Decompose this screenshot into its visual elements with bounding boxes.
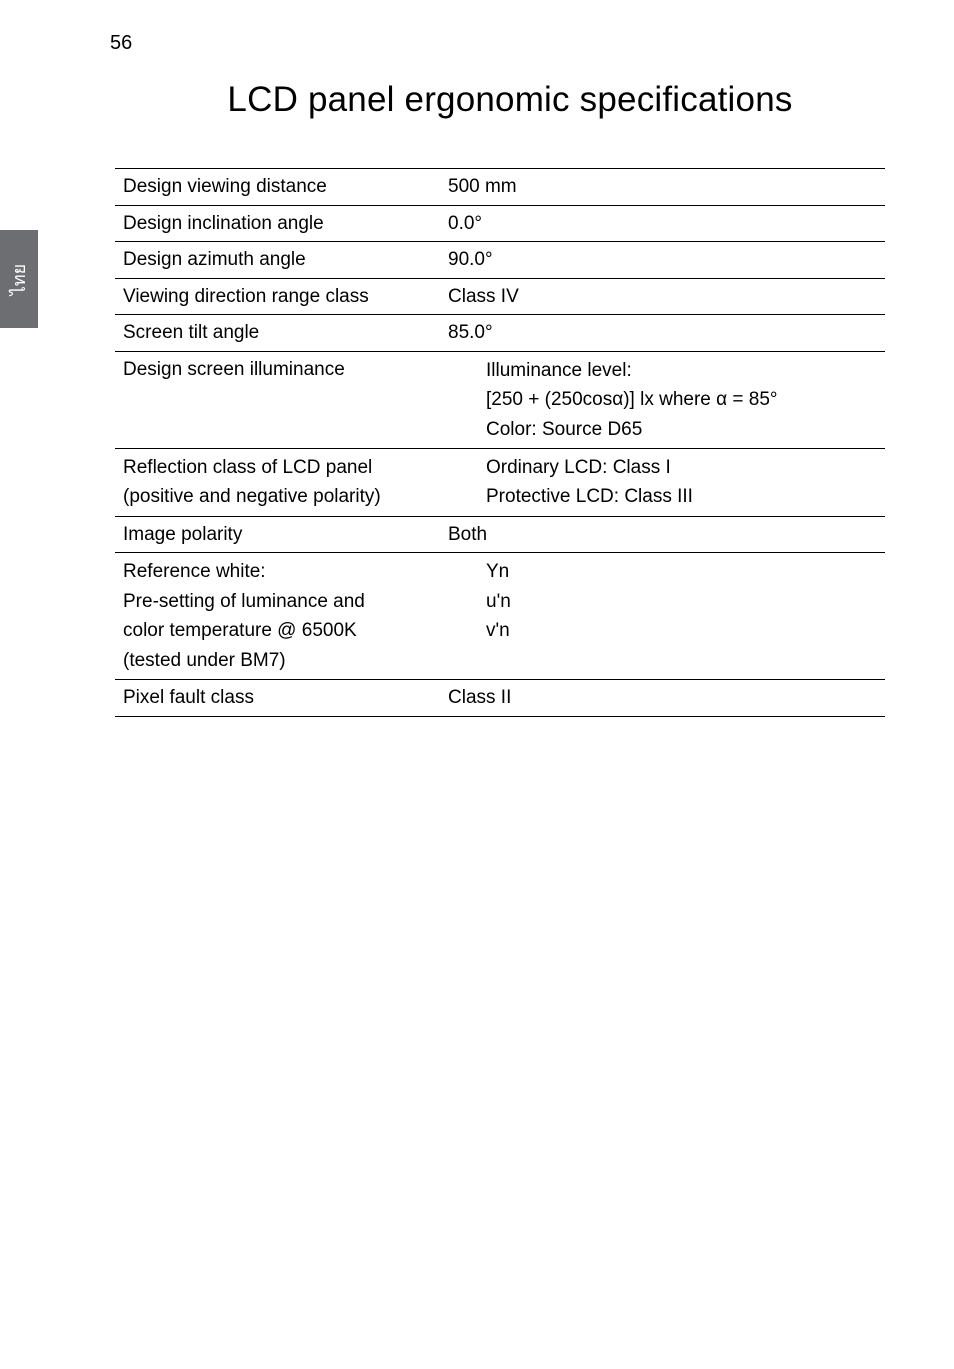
spec-value-line: Color: Source D65 xyxy=(486,415,879,444)
spec-value: 500 mm xyxy=(440,169,885,206)
spec-label: Design screen illuminance xyxy=(115,351,440,448)
table-row: Design azimuth angle 90.0° xyxy=(115,242,885,279)
spec-value-line: Ordinary LCD: Class I xyxy=(486,453,879,482)
spec-value: 90.0° xyxy=(440,242,885,279)
spec-label: Design azimuth angle xyxy=(115,242,440,279)
page-title: LCD panel ergonomic specifications xyxy=(155,80,865,120)
table-row: Image polarity Both xyxy=(115,516,885,553)
spec-value-line: Yn xyxy=(486,557,879,586)
spec-label-line: Pre-setting of luminance and xyxy=(123,587,434,616)
page-number: 56 xyxy=(110,32,132,55)
spec-value-line: v'n xyxy=(486,616,879,645)
side-language-tab: ไทย xyxy=(0,230,38,328)
spec-label: Reference white: Pre-setting of luminanc… xyxy=(115,553,440,680)
spec-label-line: Reference white: xyxy=(123,557,434,586)
spec-value: Class IV xyxy=(440,278,885,315)
spec-label-line: (tested under BM7) xyxy=(123,646,434,675)
spec-value: Illuminance level: [250 + (250cosα)] lx … xyxy=(440,351,885,448)
spec-label: Design viewing distance xyxy=(115,169,440,206)
spec-label: Image polarity xyxy=(115,516,440,553)
table-row: Reference white: Pre-setting of luminanc… xyxy=(115,553,885,680)
spec-label: Pixel fault class xyxy=(115,680,440,717)
spec-value: Both xyxy=(440,516,885,553)
spec-value: 85.0° xyxy=(440,315,885,352)
spec-value: Yn u'n v'n xyxy=(440,553,885,680)
spec-value: 0.0° xyxy=(440,205,885,242)
spec-label-line: (positive and negative polarity) xyxy=(123,482,434,511)
table-row: Pixel fault class Class II xyxy=(115,680,885,717)
table-row: Design inclination angle 0.0° xyxy=(115,205,885,242)
side-language-label: ไทย xyxy=(5,263,34,294)
table-row: Design viewing distance 500 mm xyxy=(115,169,885,206)
spec-value-line: u'n xyxy=(486,587,879,616)
spec-label: Design inclination angle xyxy=(115,205,440,242)
table-row: Viewing direction range class Class IV xyxy=(115,278,885,315)
spec-table: Design viewing distance 500 mm Design in… xyxy=(115,168,885,717)
table-row: Reflection class of LCD panel (positive … xyxy=(115,449,885,517)
spec-value-line: Protective LCD: Class III xyxy=(486,482,879,511)
spec-value: Ordinary LCD: Class I Protective LCD: Cl… xyxy=(440,449,885,517)
table-row: Screen tilt angle 85.0° xyxy=(115,315,885,352)
spec-value-line: [250 + (250cosα)] lx where α = 85° xyxy=(486,385,879,414)
table-row: Design screen illuminance Illuminance le… xyxy=(115,351,885,448)
spec-label: Reflection class of LCD panel (positive … xyxy=(115,449,440,517)
spec-value: Class II xyxy=(440,680,885,717)
spec-label: Viewing direction range class xyxy=(115,278,440,315)
spec-label-line: Reflection class of LCD panel xyxy=(123,453,434,482)
spec-label-line: color temperature @ 6500K xyxy=(123,616,434,645)
page-content: LCD panel ergonomic specifications Desig… xyxy=(115,80,885,717)
spec-value-line: Illuminance level: xyxy=(486,356,879,385)
spec-label: Screen tilt angle xyxy=(115,315,440,352)
